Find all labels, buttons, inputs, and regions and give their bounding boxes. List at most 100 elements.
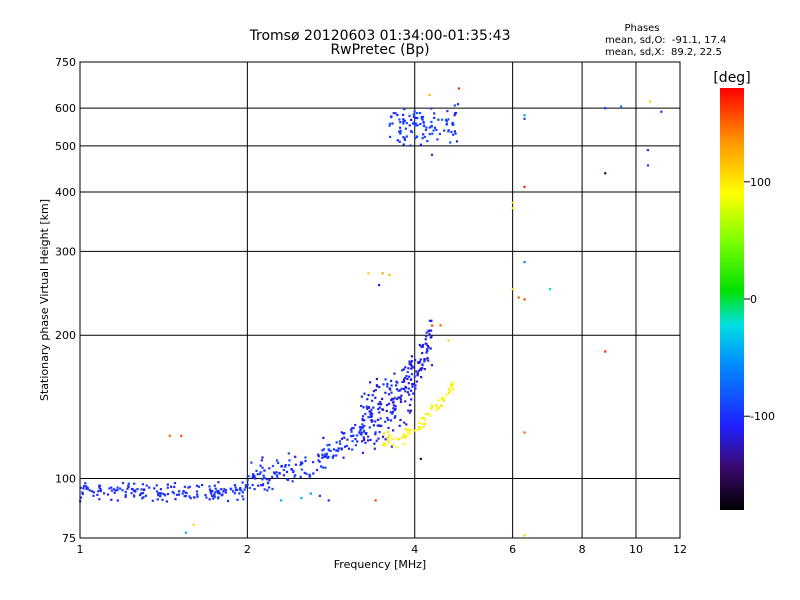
data-point <box>79 486 82 489</box>
data-point <box>437 118 440 121</box>
data-point <box>392 112 395 115</box>
data-point <box>255 469 258 472</box>
data-point <box>414 359 417 362</box>
data-point <box>223 488 226 491</box>
data-point <box>369 413 372 416</box>
data-point <box>317 453 320 456</box>
data-point <box>433 112 436 115</box>
data-point <box>388 434 391 437</box>
data-point <box>426 356 429 360</box>
data-point <box>284 465 287 468</box>
data-point <box>381 443 384 446</box>
data-point <box>391 412 394 415</box>
data-point <box>256 473 259 476</box>
data-point <box>445 393 448 396</box>
data-point <box>218 492 221 495</box>
data-point <box>230 488 233 491</box>
data-point <box>424 128 427 132</box>
data-point <box>205 496 208 499</box>
data-point <box>261 466 264 469</box>
data-point <box>447 130 450 133</box>
data-point <box>424 419 427 422</box>
data-point <box>374 431 377 434</box>
data-point <box>418 360 421 363</box>
data-point <box>446 110 449 113</box>
data-point <box>457 87 460 90</box>
data-point <box>432 129 435 132</box>
data-point <box>397 389 400 392</box>
data-point <box>420 345 423 348</box>
data-point <box>222 490 225 493</box>
data-point <box>396 139 399 142</box>
data-point <box>233 492 236 495</box>
data-point <box>133 495 136 498</box>
data-point <box>300 497 303 500</box>
data-point <box>393 416 396 419</box>
data-point <box>412 366 415 369</box>
data-point <box>372 406 375 409</box>
data-point <box>318 460 321 463</box>
data-point <box>409 144 412 147</box>
data-point <box>392 407 395 410</box>
data-point <box>391 437 394 440</box>
data-point <box>354 444 357 447</box>
data-point <box>204 494 207 497</box>
data-point <box>408 124 411 127</box>
data-point <box>430 107 433 110</box>
data-point <box>252 474 255 477</box>
data-point <box>375 377 378 381</box>
data-point <box>293 475 296 478</box>
data-point <box>454 112 457 115</box>
data-point <box>410 355 413 358</box>
y-tick-label: 200 <box>55 329 76 342</box>
data-point <box>184 495 187 498</box>
data-point <box>421 422 424 425</box>
data-point <box>413 429 416 432</box>
colorbar-ticks: 100 0 -100 <box>744 176 775 423</box>
data-point <box>361 451 364 454</box>
data-point <box>511 201 514 204</box>
data-point <box>435 128 438 131</box>
data-point <box>412 383 415 386</box>
data-point <box>374 420 377 423</box>
data-point <box>398 130 401 133</box>
data-point <box>394 405 397 408</box>
data-point <box>271 475 274 478</box>
data-point <box>393 409 396 412</box>
data-point <box>82 485 86 488</box>
data-point <box>410 131 413 134</box>
data-point <box>410 363 413 366</box>
data-point <box>430 319 433 322</box>
data-point <box>399 129 402 132</box>
data-point <box>210 492 213 495</box>
data-point <box>367 435 370 438</box>
data-point <box>294 455 297 458</box>
data-point <box>403 376 407 380</box>
data-point <box>130 492 133 495</box>
data-point <box>455 140 459 143</box>
data-point <box>384 438 387 441</box>
data-point <box>430 120 433 124</box>
data-point <box>404 386 408 389</box>
data-point <box>395 388 399 391</box>
data-point <box>399 389 402 392</box>
data-point <box>161 498 164 501</box>
data-point <box>439 324 442 327</box>
data-point <box>394 112 397 115</box>
data-point <box>116 488 119 491</box>
data-point <box>409 361 412 364</box>
data-point <box>362 406 365 409</box>
data-point <box>217 491 220 495</box>
data-point <box>448 391 451 395</box>
data-point <box>343 436 346 439</box>
data-point <box>213 494 216 497</box>
data-point <box>438 132 441 136</box>
data-point <box>426 140 429 143</box>
data-point <box>415 135 418 138</box>
data-point <box>386 404 389 407</box>
chart-title: Tromsø 20120603 01:34:00-01:35:43 <box>249 28 511 44</box>
data-point <box>280 465 283 468</box>
data-point <box>391 122 394 125</box>
data-point <box>384 391 387 394</box>
data-point <box>258 472 262 475</box>
